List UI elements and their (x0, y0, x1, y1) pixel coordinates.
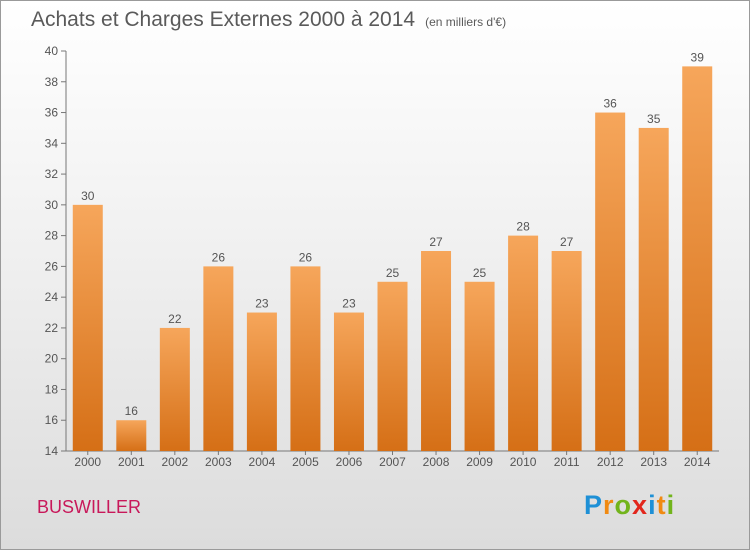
y-tick-label: 38 (45, 75, 59, 89)
logo-letter: o (614, 490, 633, 520)
bar (508, 235, 539, 451)
x-tick-label: 2012 (597, 455, 624, 469)
bar (595, 112, 626, 452)
logo-letter: i (648, 490, 657, 520)
bar-value-label: 36 (603, 97, 617, 111)
chart-unit: (en milliers d'€) (425, 15, 507, 29)
x-tick-label: 2000 (74, 455, 101, 469)
bar (290, 266, 321, 451)
bar (116, 420, 147, 451)
y-tick-label: 32 (45, 167, 59, 181)
logo-letter: x (632, 490, 649, 520)
x-tick-label: 2007 (379, 455, 406, 469)
bar-value-label: 22 (168, 312, 182, 326)
bar-value-label: 26 (299, 250, 313, 264)
x-tick-label: 2006 (336, 455, 363, 469)
bar (203, 266, 234, 451)
chart-title-text: Achats et Charges Externes 2000 à 2014 (31, 8, 416, 31)
bar (638, 127, 669, 451)
y-tick-label: 40 (45, 44, 59, 58)
y-tick-label: 22 (45, 321, 59, 335)
bar (551, 251, 582, 451)
bar-value-label: 39 (691, 50, 705, 64)
bar-value-label: 23 (342, 297, 356, 311)
bar (464, 281, 495, 451)
x-tick-label: 2003 (205, 455, 232, 469)
bar (72, 204, 103, 451)
y-tick-label: 34 (45, 136, 59, 150)
x-tick-label: 2010 (510, 455, 537, 469)
y-tick-label: 24 (45, 290, 59, 304)
bar-value-label: 25 (473, 266, 487, 280)
y-tick-label: 36 (45, 106, 59, 120)
logo-letter: i (666, 490, 676, 520)
x-tick-label: 2002 (161, 455, 188, 469)
y-tick-label: 28 (45, 229, 59, 243)
bar (682, 66, 713, 451)
x-tick-label: 2013 (640, 455, 667, 469)
y-tick-label: 16 (45, 413, 59, 427)
bar (333, 312, 364, 451)
bar (246, 312, 277, 451)
x-tick-label: 2004 (249, 455, 276, 469)
commune-name: BUSWILLER (37, 497, 142, 517)
bar (159, 327, 190, 451)
x-tick-label: 2014 (684, 455, 711, 469)
bar-value-label: 28 (516, 220, 530, 234)
bar-value-label: 25 (386, 266, 400, 280)
bar (421, 251, 452, 451)
bar-value-label: 27 (429, 235, 443, 249)
bar-value-label: 35 (647, 112, 661, 126)
x-tick-label: 2011 (554, 455, 580, 469)
bar-value-label: 23 (255, 297, 269, 311)
logo-letter: r (603, 490, 615, 520)
y-tick-label: 26 (45, 259, 59, 273)
chart-title: Achats et Charges Externes 2000 à 2014 (e… (31, 8, 506, 32)
bar-value-label: 16 (125, 404, 139, 418)
x-tick-label: 2001 (118, 455, 145, 469)
y-tick-label: 14 (45, 444, 59, 458)
x-tick-label: 2009 (466, 455, 493, 469)
bar-value-label: 26 (212, 250, 226, 264)
y-tick-label: 30 (45, 198, 59, 212)
bar-value-label: 27 (560, 235, 574, 249)
x-tick-label: 2005 (292, 455, 319, 469)
x-tick-label: 2008 (423, 455, 450, 469)
logo-letter: P (584, 490, 604, 520)
logo-letter: t (656, 490, 667, 520)
bar-value-label: 30 (81, 189, 95, 203)
y-tick-label: 20 (45, 352, 59, 366)
proxiti-logo[interactable]: Proxiti (584, 490, 675, 521)
y-tick-label: 18 (45, 382, 59, 396)
bar (377, 281, 408, 451)
